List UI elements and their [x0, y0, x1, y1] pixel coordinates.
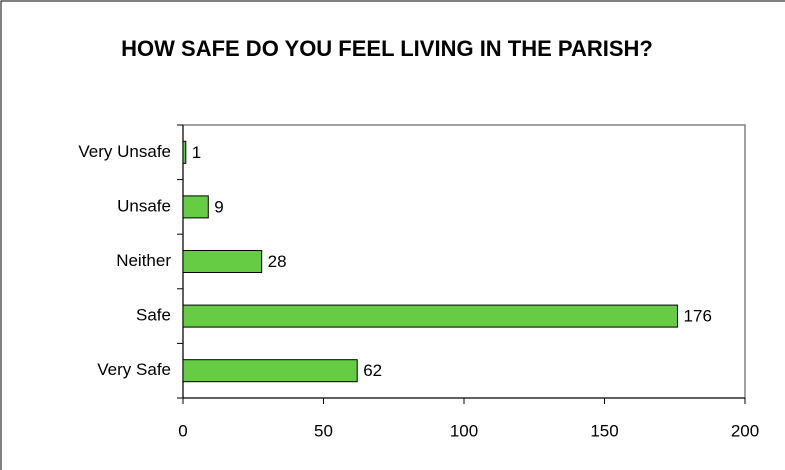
y-tick-label: Very Unsafe [78, 142, 171, 161]
y-tick-label: Neither [116, 251, 171, 270]
data-label: 9 [214, 197, 223, 216]
bar [182, 304, 679, 328]
bar [182, 195, 209, 219]
data-label: 28 [268, 252, 287, 271]
bar [182, 359, 358, 383]
x-tick-label: 100 [450, 421, 478, 440]
bar [182, 140, 187, 164]
data-label: 176 [684, 307, 712, 326]
chart-title: HOW SAFE DO YOU FEEL LIVING IN THE PARIS… [121, 36, 653, 61]
x-tick-label: 0 [178, 421, 187, 440]
x-tick-label: 200 [731, 421, 759, 440]
x-tick-label: 150 [590, 421, 618, 440]
x-tick-label: 50 [314, 421, 333, 440]
bar [182, 250, 263, 273]
data-label: 1 [192, 143, 201, 162]
y-tick-label: Unsafe [117, 196, 171, 215]
y-tick-label: Very Safe [97, 360, 171, 379]
plot-area [182, 124, 746, 399]
y-tick-label: Safe [136, 306, 171, 325]
data-label: 62 [363, 361, 382, 380]
